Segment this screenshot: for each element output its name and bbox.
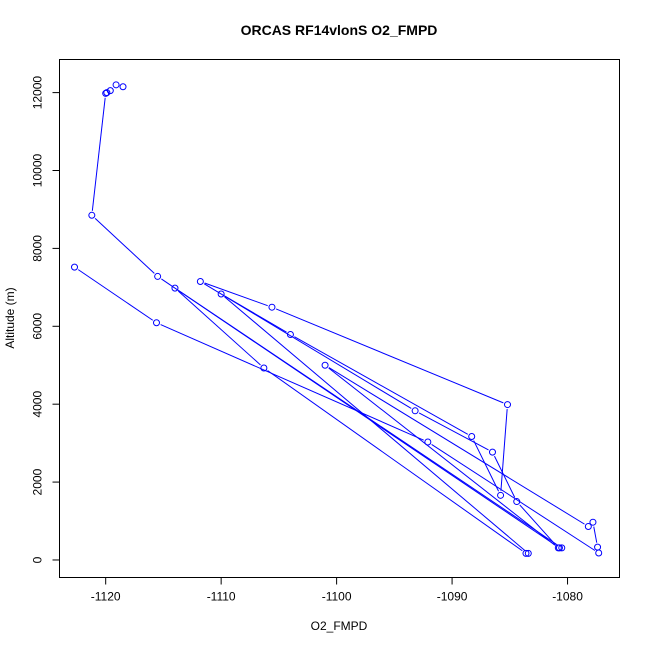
x-axis-label: O2_FMPD bbox=[311, 619, 368, 633]
series-0-point-18 bbox=[268, 303, 276, 311]
plot-frame bbox=[59, 59, 620, 578]
series-0-point-8 bbox=[558, 544, 566, 552]
series-0-point-29 bbox=[424, 438, 432, 446]
series-0-point-5 bbox=[88, 211, 96, 219]
series-0-segment-18 bbox=[204, 282, 268, 307]
series-0-segment-21 bbox=[494, 455, 516, 498]
series-0-segment-20 bbox=[418, 412, 489, 451]
series-0-point-24 bbox=[321, 361, 329, 369]
y-tick-label-4: 8000 bbox=[31, 235, 45, 262]
series-0-segment-28 bbox=[431, 443, 596, 551]
series-0-point-30 bbox=[152, 319, 160, 327]
x-tick-label-2: -1100 bbox=[322, 590, 352, 604]
series-0-segment-24 bbox=[328, 367, 585, 525]
series-0-point-12 bbox=[524, 549, 532, 557]
series-0-segment-15 bbox=[473, 440, 500, 492]
series-0-segment-29 bbox=[160, 324, 424, 441]
series-0-segment-17 bbox=[275, 308, 504, 404]
x-tick-label-4: -1080 bbox=[552, 590, 583, 604]
series-0-segment-10 bbox=[267, 370, 523, 552]
series-0-point-11 bbox=[522, 549, 530, 557]
series-0-segment-9 bbox=[177, 290, 261, 366]
series-0-segment-26 bbox=[593, 526, 598, 543]
series-0-point-4 bbox=[102, 89, 110, 97]
y-tick-label-0: 0 bbox=[31, 556, 45, 563]
y-tick-label-6: 12000 bbox=[31, 76, 45, 110]
series-0-point-17 bbox=[504, 401, 511, 409]
x-tick-label-0: -1120 bbox=[91, 590, 121, 604]
series-0-point-1 bbox=[112, 81, 120, 89]
series-0-segment-22 bbox=[519, 504, 556, 545]
series-0-point-16 bbox=[497, 491, 505, 499]
y-tick-label-5: 10000 bbox=[31, 153, 45, 187]
series-0-point-22 bbox=[513, 498, 521, 506]
x-axis: -1120 -1110 -1100 -1090 -1080 bbox=[91, 577, 583, 604]
series-0-segment-12 bbox=[224, 296, 526, 551]
series-0-point-13 bbox=[217, 290, 225, 298]
series-0-point-23 bbox=[554, 544, 562, 552]
series-0-point-27 bbox=[594, 543, 602, 551]
y-axis: 0 2000 4000 6000 8000 10000 12000 bbox=[31, 76, 60, 563]
series-0-segment-16 bbox=[500, 409, 508, 491]
series-0-point-0 bbox=[119, 83, 127, 91]
y-axis-label: Altitude (m) bbox=[3, 287, 17, 348]
series-0-segment-14 bbox=[294, 336, 469, 435]
x-tick-label-1: -1110 bbox=[207, 590, 236, 604]
series-0-segment-19 bbox=[203, 283, 412, 409]
series-0-point-21 bbox=[488, 448, 496, 456]
series-0-point-28 bbox=[595, 549, 603, 557]
series-points bbox=[71, 81, 603, 557]
series-0-segment-5 bbox=[94, 217, 155, 274]
y-tick-label-3: 6000 bbox=[31, 313, 45, 340]
series-0-point-19 bbox=[196, 278, 204, 285]
series-0-point-9 bbox=[171, 284, 179, 292]
series-lines bbox=[77, 97, 598, 552]
series-0-point-26 bbox=[589, 518, 597, 526]
series-0-segment-30 bbox=[77, 269, 154, 321]
series-0-point-3 bbox=[103, 89, 111, 97]
series-0-segment-4 bbox=[91, 97, 106, 211]
series-0-point-15 bbox=[468, 433, 476, 441]
y-tick-label-2: 4000 bbox=[31, 391, 45, 418]
series-0-point-20 bbox=[411, 407, 419, 415]
y-tick-label-1: 2000 bbox=[31, 468, 45, 495]
series-0-point-25 bbox=[584, 522, 592, 530]
x-tick-label-3: -1090 bbox=[437, 590, 468, 604]
series-0-point-6 bbox=[154, 272, 162, 280]
series-0-point-10 bbox=[260, 364, 268, 372]
series-0-point-14 bbox=[286, 330, 294, 338]
chart-title: ORCAS RF14vlonS O2_FMPD bbox=[241, 22, 438, 38]
series-0-point-31 bbox=[71, 263, 79, 271]
series-0-segment-23 bbox=[328, 367, 556, 546]
